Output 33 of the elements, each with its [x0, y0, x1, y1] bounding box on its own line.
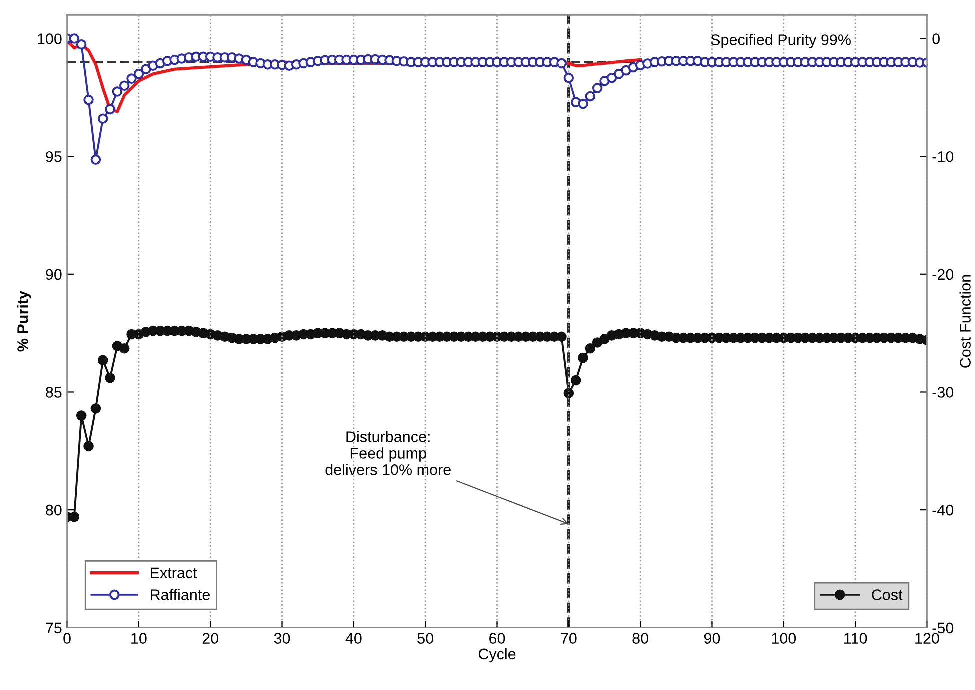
x-tick-label: 70 [561, 633, 577, 644]
x-tick-label: 60 [490, 633, 506, 644]
x-tick-label: 20 [202, 633, 218, 644]
y-axis-title: % Purity [17, 291, 32, 352]
x-tick-label: 80 [632, 633, 648, 644]
annotation: Disturbance: Feed pump delivers 10% more [326, 431, 451, 476]
y-tick-label: 80 [46, 504, 62, 516]
y2-tick-label: -50 [932, 622, 954, 634]
x-tick-label: 40 [346, 633, 362, 644]
x-tick-label: 100 [772, 633, 796, 644]
ref-line-label: Specified Purity 99% [711, 34, 851, 48]
y-tick-label: 75 [46, 622, 62, 634]
y-tick-label: 100 [38, 34, 62, 44]
x-tick-label: 50 [418, 633, 434, 644]
y2-tick-label: -30 [932, 387, 954, 398]
x-tick-label: 110 [844, 633, 868, 644]
x-tick-label: 30 [274, 633, 290, 644]
y-tick-label: 90 [46, 269, 62, 280]
y-tick-label: 85 [46, 387, 62, 398]
legend-label: Raffiante [151, 589, 210, 600]
x-tick-label: 0 [64, 633, 71, 644]
x-tick-label: 90 [704, 633, 720, 644]
y-tick-label: 95 [46, 151, 62, 162]
y2-tick-label: -20 [932, 269, 954, 280]
legend-label: Extract [151, 568, 198, 579]
y2-tick-label: -10 [932, 151, 954, 162]
x-axis-title: Cycle [478, 648, 516, 663]
legend-label: Cost [872, 590, 903, 600]
x-tick-label: 120 [916, 633, 940, 644]
x-tick-label: 10 [132, 633, 147, 644]
y2-tick-label: 0 [932, 34, 940, 44]
y2-tick-label: -40 [932, 504, 954, 516]
y2-axis-title: Cost Function [960, 275, 971, 368]
